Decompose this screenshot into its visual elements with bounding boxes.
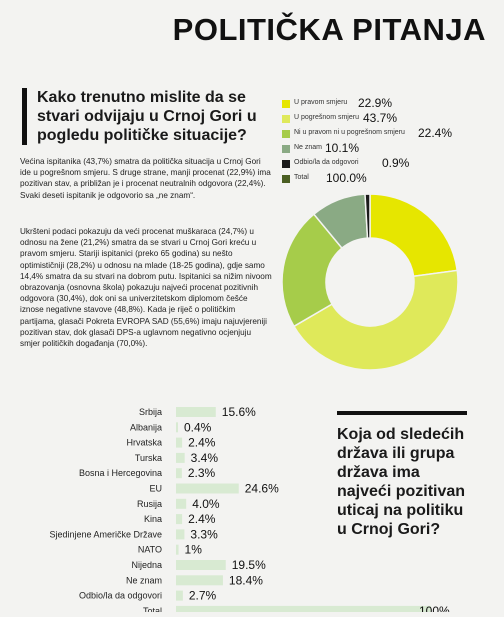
legend-swatch [282,130,290,138]
legend-item: Ne znam 10.1% [282,141,502,157]
question-political-situation: Kako trenutno mislite da se stvari odvij… [22,88,287,145]
bar-category-label: Rusija [137,499,162,509]
bar [176,575,223,586]
bar-value-label: 100% [419,604,450,612]
legend-label: Odbio/la da odgovori [294,159,359,166]
bar-value-label: 2.4% [188,512,216,526]
crosstab-paragraph: Ukršteni podaci pokazuju da veći procena… [20,227,272,349]
donut-slice [369,193,459,278]
legend-value: 100.0% [326,171,367,185]
bar-value-label: 2.7% [189,589,217,603]
legend-item: U pogrešnom smjeru 43.7% [282,111,502,127]
bar-category-label: Ne znam [126,575,162,585]
legend-item: Odbio/la da odgovori 0.9% [282,156,502,172]
bar-category-label: Albanija [130,422,162,432]
bar-value-label: 1% [185,543,203,557]
bar [176,407,216,417]
donut-slice [292,269,459,371]
bar-category-label: Hrvatska [126,438,162,448]
bar-value-label: 18.4% [229,573,263,587]
bar-value-label: 3.4% [191,451,219,465]
bar-value-label: 15.6% [222,405,256,419]
bar [176,468,182,479]
legend-swatch [282,100,290,108]
bar-category-label: Total [143,606,162,612]
bar [176,452,185,463]
bar-category-label: Kina [144,514,162,524]
bar [176,514,183,525]
bar-value-label: 2.3% [188,466,216,480]
legend-item: Total 100.0% [282,171,502,187]
legend-value: 22.4% [418,126,453,140]
bar [176,605,431,612]
legend-value: 0.9% [382,156,410,170]
bar-value-label: 24.6% [245,482,279,496]
legend-swatch [282,115,290,123]
bar [176,590,183,601]
legend-item: U pravom smjeru 22.9% [282,96,502,112]
bar-chart: Srbija 15.6% Albanija 0.4% Hrvatska 2.4% Tursk… [49,405,450,612]
bar-value-label: 4.0% [192,497,220,511]
legend-swatch [282,175,290,183]
legend-swatch [282,160,290,168]
bar-category-label: Turska [135,453,162,463]
bar [176,498,187,509]
donut-chart [281,193,459,371]
legend-label: U pogrešnom smjeru [294,114,359,121]
legend-value: 10.1% [325,141,360,155]
donut-slice [364,193,371,239]
donut-legend: U pravom smjeru 22.9% U pogrešnom smjeru 43… [282,96,502,187]
bar-value-label: 3.3% [190,527,218,541]
legend-item: Ni u pravom ni u pogrešnom smjeru 22.4% [282,126,502,142]
legend-label: Ni u pravom ni u pogrešnom smjeru [294,129,405,136]
bar [176,437,183,448]
bar [176,483,239,494]
bar-value-label: 2.4% [188,436,216,450]
bar-category-label: Srbija [139,407,162,417]
bar [176,529,185,540]
bar-category-label: EU [149,484,162,494]
bar-category-label: Nijedna [131,560,162,570]
legend-value: 43.7% [363,111,398,125]
legend-swatch [282,145,290,153]
legend-value: 22.9% [358,96,393,110]
bar [176,422,178,433]
bar [176,560,226,570]
bar-value-label: 0.4% [184,420,212,434]
bar-value-label: 19.5% [232,558,266,572]
legend-label: U pravom smjeru [294,99,348,106]
summary-paragraph: Većina ispitanika (43,7%) smatra da poli… [20,157,271,200]
bar-category-label: Bosna i Hercegovina [79,468,162,478]
question-foreign-influence: Koja od sledećih država ili grupa država… [337,411,467,539]
page-title: POLITIČKA PITANJA [172,12,486,47]
legend-label: Total [294,174,309,181]
bar-category-label: NATO [138,545,162,555]
bar-category-label: Odbio/la da odgovori [79,591,162,601]
bar [176,544,179,555]
bar-category-label: Sjedinjene Američke Države [49,529,162,539]
legend-label: Ne znam [294,144,323,151]
